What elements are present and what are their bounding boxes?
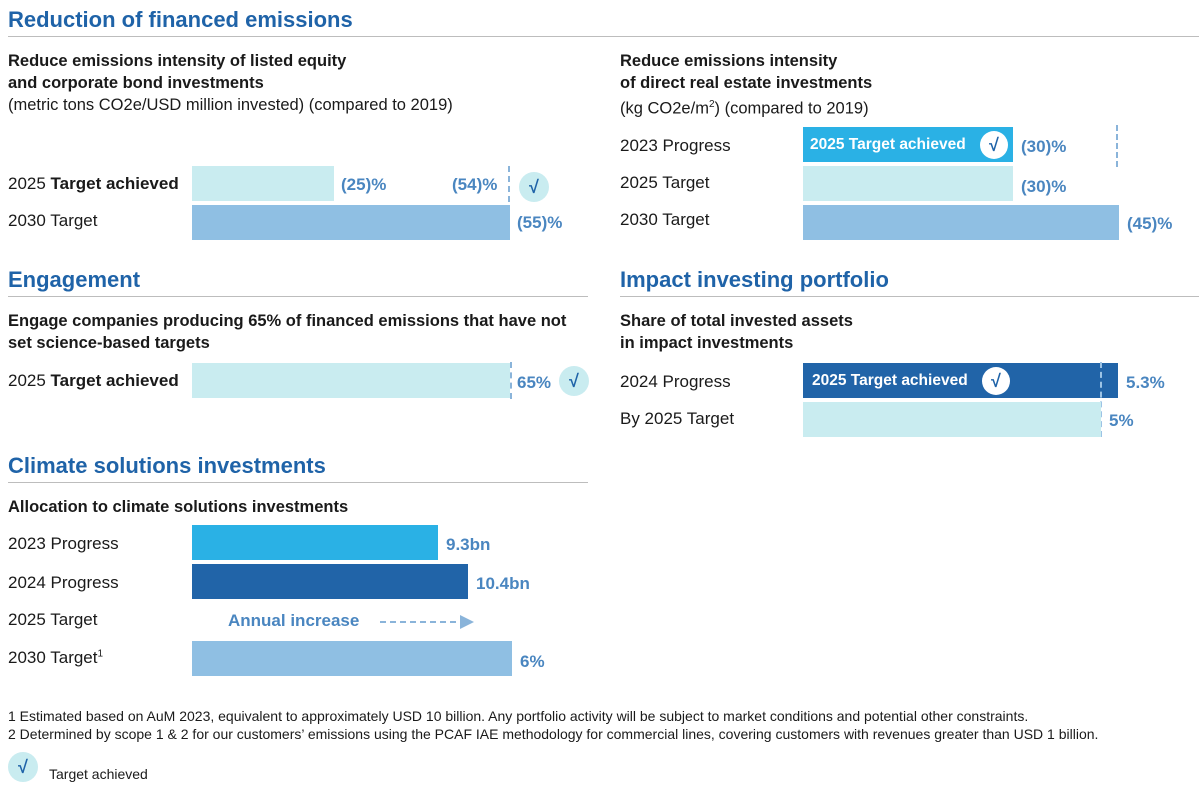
climate-row1-label: 2023 Progress: [8, 534, 119, 553]
real-estate-note: (kg CO2e/m2) (compared to 2019): [620, 94, 869, 120]
row-label-text: 2030 Target: [8, 648, 98, 667]
real-estate-check-icon: √: [980, 131, 1008, 159]
row-label-bold: Target achieved: [50, 174, 179, 193]
real-estate-2023-value: (30)%: [1021, 137, 1067, 156]
engagement-title: Engagement: [8, 267, 141, 292]
real-estate-2025-value: (30)%: [1021, 177, 1067, 196]
real-estate-2030-value: (45)%: [1127, 214, 1173, 233]
climate-annual-increase: Annual increase: [228, 611, 360, 630]
real-estate-row3-label: 2030 Target: [620, 210, 710, 229]
impact-check-icon: √: [982, 367, 1010, 395]
footnote-1: 1 Estimated based on AuM 2023, equivalen…: [8, 708, 1029, 724]
row-label-sup: 1: [97, 648, 104, 660]
climate-heading: Allocation to climate solutions investme…: [8, 498, 349, 516]
real-estate-2030-bar: [803, 205, 1119, 240]
listed-equity-2025-value: (25)%: [341, 175, 387, 194]
impact-row1-label: 2024 Progress: [620, 372, 731, 391]
impact-2024-value: 5.3%: [1126, 373, 1165, 392]
listed-equity-row2-label: 2030 Target: [8, 211, 98, 230]
climate-2023-bar: [192, 525, 438, 560]
listed-equity-heading-line1: Reduce emissions intensity of listed equ…: [8, 52, 347, 70]
real-estate-row1-label: 2023 Progress: [620, 136, 731, 155]
real-estate-row2-label: 2025 Target: [620, 173, 710, 192]
impact-title: Impact investing portfolio: [620, 267, 889, 292]
impact-2024-bar: [803, 363, 1118, 398]
engagement-bar: [192, 363, 510, 398]
impact-heading-line2: in impact investments: [620, 334, 794, 352]
climate-2030-bar: [192, 641, 512, 676]
climate-2024-value: 10.4bn: [476, 574, 530, 593]
listed-equity-2030-value: (55)%: [517, 213, 563, 232]
climate-2030-value: 6%: [520, 652, 545, 671]
impact-2025-bar: [803, 402, 1101, 437]
impact-2025-value: 5%: [1109, 411, 1134, 430]
climate-row2-label: 2024 Progress: [8, 573, 119, 592]
engagement-heading-line1: Engage companies producing 65% of financ…: [8, 312, 567, 330]
listed-equity-progress-value: (54)%: [452, 175, 498, 194]
listed-equity-heading: Reduce emissions intensity of listed equ…: [8, 50, 346, 94]
impact-rule: [620, 296, 1199, 297]
climate-row4-label: 2030 Target1: [8, 648, 103, 668]
real-estate-2025-bar: [803, 166, 1013, 201]
note-suffix: ) (compared to 2019): [714, 99, 869, 118]
listed-equity-note: (metric tons CO2e/USD million invested) …: [8, 96, 453, 114]
climate-title: Climate solutions investments: [8, 453, 326, 478]
listed-equity-progress-marker: [508, 166, 510, 202]
listed-equity-heading-line2: and corporate bond investments: [8, 74, 264, 92]
engagement-heading-line2: set science-based targets: [8, 334, 210, 352]
impact-target-marker: [1100, 362, 1102, 437]
engagement-value: 65%: [517, 373, 552, 392]
listed-equity-row1-label: 2025 Target achieved: [8, 174, 179, 194]
engagement-check-icon: √: [559, 366, 589, 396]
climate-2024-bar: [192, 564, 468, 599]
row-label-prefix: 2025: [8, 174, 51, 193]
real-estate-2030-marker: [1116, 125, 1118, 167]
listed-equity-2030-bar: [192, 205, 510, 240]
financed-emissions-rule: [8, 36, 1199, 37]
engagement-heading: Engage companies producing 65% of financ…: [8, 310, 566, 354]
financed-emissions-title: Reduction of financed emissions: [8, 7, 353, 32]
climate-2023-value: 9.3bn: [446, 535, 491, 554]
climate-row3-label: 2025 Target: [8, 610, 98, 629]
impact-inbar-text: 2025 Target achieved: [812, 372, 968, 389]
row-label-bold: Target achieved: [50, 371, 179, 390]
listed-equity-2025-bar: [192, 166, 334, 201]
row-label-prefix: 2025: [8, 371, 51, 390]
impact-heading: Share of total invested assets in impact…: [620, 310, 853, 354]
real-estate-inbar-text: 2025 Target achieved: [810, 136, 966, 153]
engagement-row-label: 2025 Target achieved: [8, 371, 179, 391]
real-estate-heading: Reduce emissions intensity of direct rea…: [620, 50, 872, 94]
footnote-2: 2 Determined by scope 1 & 2 for our cust…: [8, 726, 1099, 742]
impact-row2-label: By 2025 Target: [620, 409, 735, 428]
legend-check-icon: √: [8, 752, 38, 782]
listed-equity-check-icon: √: [519, 172, 549, 202]
real-estate-2023-bar: [803, 127, 1013, 162]
real-estate-heading-line1: Reduce emissions intensity: [620, 52, 838, 70]
arrow-head: [460, 615, 474, 629]
annual-increase-arrow-icon: [380, 615, 474, 629]
note-sup: 2: [708, 99, 715, 110]
legend-label: Target achieved: [49, 766, 148, 782]
real-estate-heading-line2: of direct real estate investments: [620, 74, 873, 92]
engagement-rule: [8, 296, 588, 297]
climate-rule: [8, 482, 588, 483]
impact-heading-line1: Share of total invested assets: [620, 312, 853, 330]
note-prefix: (kg CO2e/m: [620, 99, 709, 118]
engagement-marker: [510, 362, 512, 399]
